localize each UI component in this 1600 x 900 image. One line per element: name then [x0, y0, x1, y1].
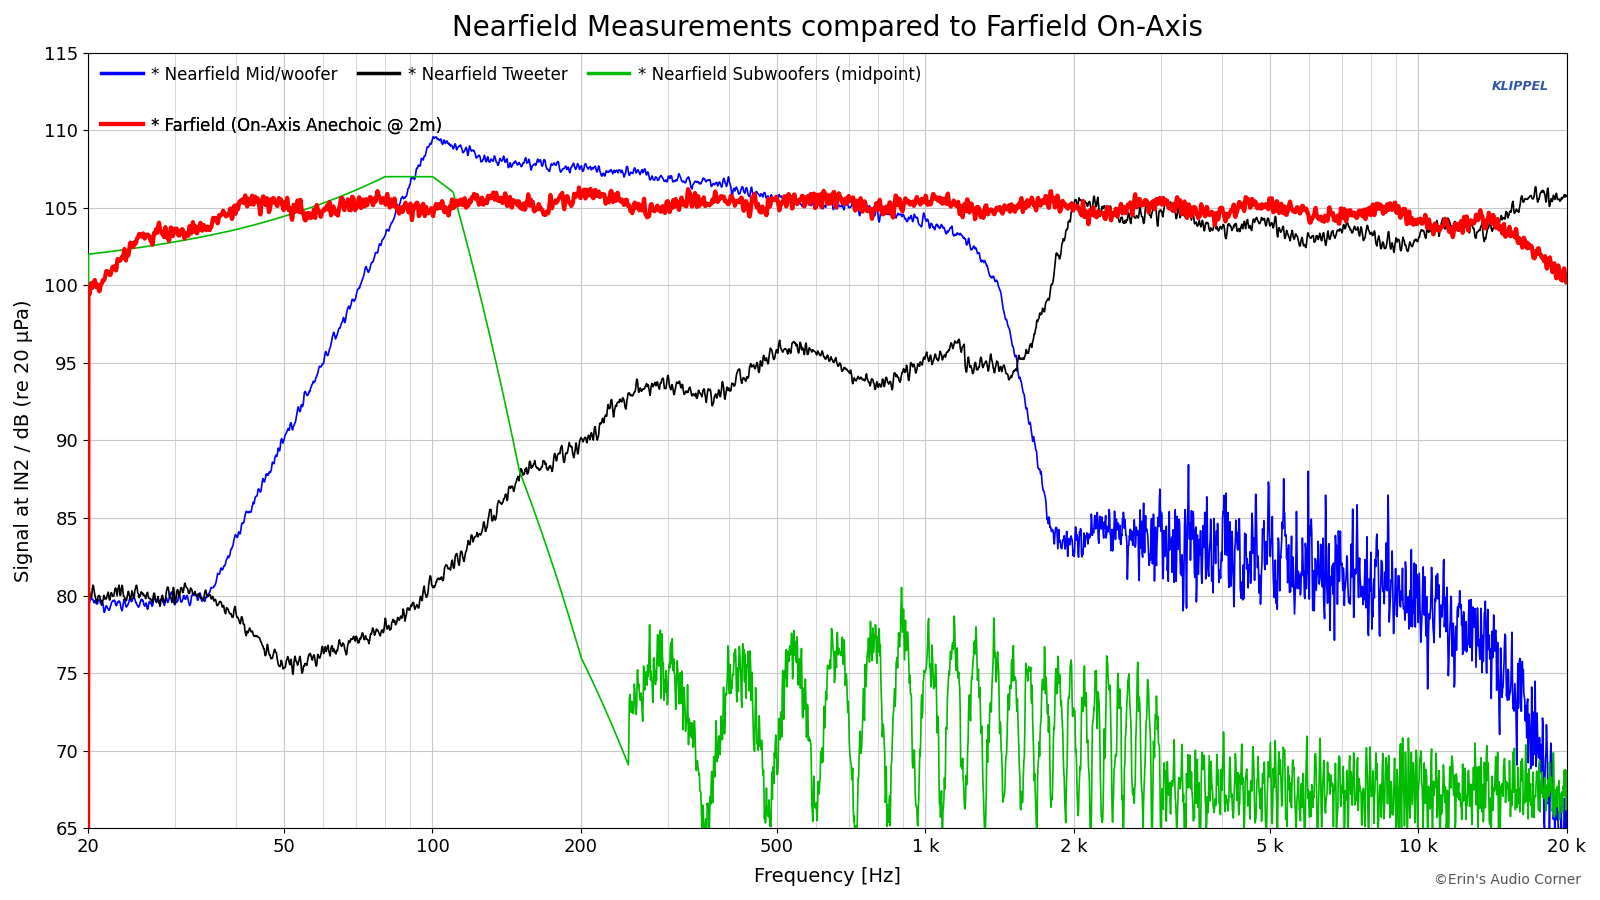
Line: * Nearfield Tweeter: * Nearfield Tweeter — [88, 186, 1566, 900]
Y-axis label: Signal at IN2 / dB (re 20 μPa): Signal at IN2 / dB (re 20 μPa) — [14, 299, 34, 581]
* Farfield (On-Axis Anechoic @ 2m) — [1370, 203, 1389, 214]
* Nearfield Subwoofers (midpoint) — [710, 742, 730, 752]
* Nearfield Tweeter — [334, 641, 354, 652]
Legend: * Farfield (On-Axis Anechoic @ 2m): * Farfield (On-Axis Anechoic @ 2m) — [96, 112, 448, 140]
* Nearfield Tweeter — [645, 377, 664, 388]
* Nearfield Subwoofers (midpoint) — [1370, 811, 1389, 822]
* Farfield (On-Axis Anechoic @ 2m) — [1557, 277, 1576, 288]
* Farfield (On-Axis Anechoic @ 2m) — [334, 204, 354, 215]
* Nearfield Subwoofers (midpoint) — [246, 219, 266, 230]
* Nearfield Subwoofers (midpoint) — [376, 171, 395, 182]
* Nearfield Tweeter — [1528, 196, 1547, 207]
* Nearfield Subwoofers (midpoint) — [334, 190, 354, 201]
* Nearfield Mid/woofer — [710, 176, 730, 187]
* Farfield (On-Axis Anechoic @ 2m) — [646, 203, 666, 214]
* Nearfield Mid/woofer — [334, 316, 354, 327]
Title: Nearfield Measurements compared to Farfield On-Axis: Nearfield Measurements compared to Farfi… — [451, 14, 1203, 42]
* Nearfield Tweeter — [1368, 232, 1387, 243]
* Farfield (On-Axis Anechoic @ 2m) — [570, 182, 589, 193]
* Farfield (On-Axis Anechoic @ 2m) — [1528, 243, 1547, 254]
* Nearfield Mid/woofer — [646, 172, 666, 183]
* Nearfield Tweeter — [246, 631, 266, 642]
X-axis label: Frequency [Hz]: Frequency [Hz] — [754, 867, 901, 886]
* Nearfield Subwoofers (midpoint) — [78, 854, 98, 865]
* Nearfield Subwoofers (midpoint) — [1528, 792, 1547, 803]
* Nearfield Subwoofers (midpoint) — [1557, 766, 1576, 777]
* Nearfield Mid/woofer — [246, 491, 266, 501]
* Nearfield Mid/woofer — [1370, 589, 1389, 599]
* Nearfield Tweeter — [1526, 181, 1546, 192]
Text: ©Erin's Audio Corner: ©Erin's Audio Corner — [1434, 872, 1581, 886]
* Nearfield Mid/woofer — [1528, 743, 1547, 754]
Line: * Farfield (On-Axis Anechoic @ 2m): * Farfield (On-Axis Anechoic @ 2m) — [88, 187, 1566, 900]
Text: KLIPPEL: KLIPPEL — [1491, 80, 1549, 93]
* Nearfield Mid/woofer — [1557, 804, 1576, 814]
* Nearfield Tweeter — [709, 385, 728, 396]
Line: * Nearfield Mid/woofer: * Nearfield Mid/woofer — [88, 137, 1566, 900]
* Nearfield Mid/woofer — [424, 131, 443, 142]
* Nearfield Tweeter — [1557, 191, 1576, 202]
* Nearfield Subwoofers (midpoint) — [646, 680, 666, 690]
* Farfield (On-Axis Anechoic @ 2m) — [710, 194, 730, 204]
* Farfield (On-Axis Anechoic @ 2m) — [246, 196, 266, 207]
Line: * Nearfield Subwoofers (midpoint): * Nearfield Subwoofers (midpoint) — [88, 176, 1566, 859]
